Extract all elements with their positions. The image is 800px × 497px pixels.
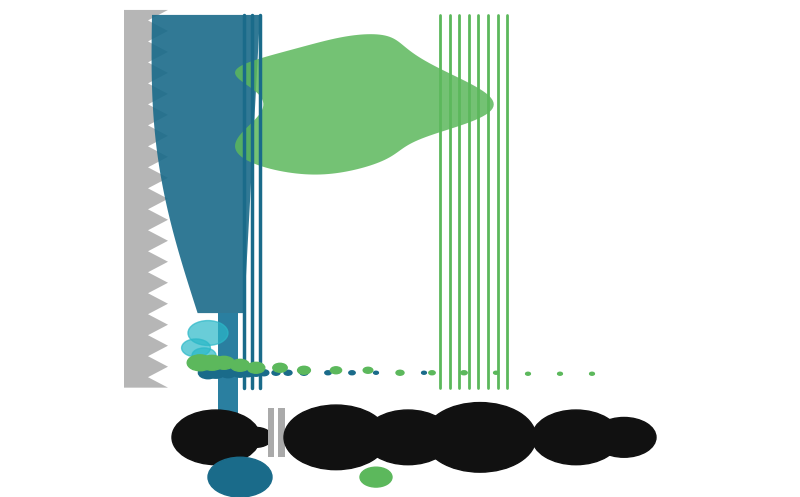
Circle shape — [532, 410, 620, 465]
Circle shape — [242, 369, 254, 377]
Circle shape — [429, 371, 435, 375]
Circle shape — [247, 362, 265, 373]
Circle shape — [360, 467, 392, 487]
Circle shape — [330, 367, 342, 374]
Circle shape — [424, 403, 536, 472]
Circle shape — [284, 370, 292, 375]
Circle shape — [272, 370, 280, 375]
Circle shape — [259, 370, 269, 376]
Circle shape — [198, 367, 218, 379]
Circle shape — [325, 371, 331, 375]
Polygon shape — [235, 34, 494, 174]
Circle shape — [461, 371, 467, 375]
Circle shape — [250, 369, 262, 376]
Circle shape — [187, 355, 213, 371]
Circle shape — [172, 410, 260, 465]
Circle shape — [526, 372, 530, 375]
Circle shape — [208, 457, 272, 497]
Circle shape — [188, 321, 228, 345]
Circle shape — [374, 371, 378, 374]
Circle shape — [233, 368, 247, 377]
Circle shape — [284, 405, 388, 470]
Bar — [278, 408, 285, 457]
FancyBboxPatch shape — [218, 313, 238, 472]
Circle shape — [273, 363, 287, 372]
Polygon shape — [151, 15, 260, 313]
Circle shape — [230, 359, 250, 371]
Circle shape — [422, 371, 426, 374]
Circle shape — [558, 372, 562, 375]
Circle shape — [207, 367, 225, 378]
Bar — [268, 408, 274, 457]
Polygon shape — [124, 10, 168, 388]
Circle shape — [214, 356, 234, 369]
Circle shape — [349, 371, 355, 375]
Circle shape — [363, 367, 373, 373]
Circle shape — [200, 355, 224, 370]
Circle shape — [398, 371, 402, 374]
Circle shape — [396, 370, 404, 375]
Circle shape — [182, 339, 210, 357]
Circle shape — [590, 372, 594, 375]
Circle shape — [494, 371, 498, 374]
Circle shape — [298, 366, 310, 374]
Circle shape — [192, 348, 216, 363]
Circle shape — [240, 427, 272, 447]
Circle shape — [364, 410, 452, 465]
Circle shape — [300, 370, 308, 375]
Circle shape — [220, 368, 236, 378]
Circle shape — [592, 417, 656, 457]
